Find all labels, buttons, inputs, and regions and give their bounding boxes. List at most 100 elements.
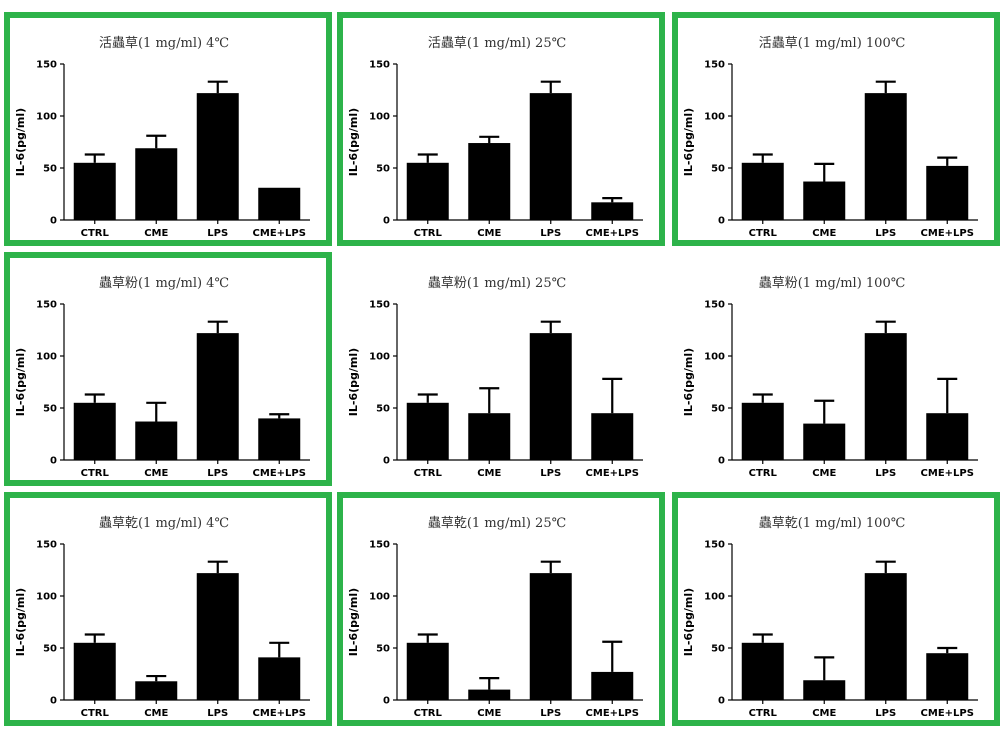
y-tick-label: 0 — [50, 456, 57, 467]
bar — [135, 148, 178, 220]
y-tick-label: 0 — [383, 216, 390, 227]
y-tick-label: 0 — [383, 696, 390, 707]
y-tick-label: 100 — [369, 352, 390, 363]
y-axis-label: IL-6(pg/ml) — [682, 348, 695, 416]
y-tick-label: 50 — [711, 404, 725, 415]
x-tick-label: CME+LPS — [921, 468, 974, 479]
y-tick-label: 50 — [376, 404, 390, 415]
y-tick-label: 150 — [704, 540, 725, 551]
y-tick-label: 50 — [43, 164, 57, 175]
x-tick-label: CTRL — [81, 228, 110, 239]
bar — [468, 143, 511, 220]
y-tick-label: 150 — [704, 60, 725, 71]
chart-title: 蟲草粉(1 mg/ml) 100℃ — [759, 276, 906, 291]
x-tick-label: CME — [144, 708, 168, 719]
y-tick-label: 100 — [704, 352, 725, 363]
bar — [864, 573, 907, 700]
chart-panel: 蟲草乾(1 mg/ml) 25℃ IL-6(pg/ml) 0 50 100 150 CTRL… — [337, 492, 665, 726]
y-tick-label: 50 — [43, 644, 57, 655]
y-tick-label: 100 — [36, 592, 57, 603]
bar — [741, 162, 784, 220]
bar — [135, 681, 178, 700]
chart-panel: 活蟲草(1 mg/ml) 100℃ IL-6(pg/ml) 0 50 100 150 CTR… — [672, 12, 1000, 246]
bar — [468, 689, 511, 700]
y-axis-label: IL-6(pg/ml) — [347, 588, 360, 656]
bar — [529, 333, 572, 460]
y-tick-label: 0 — [718, 216, 725, 227]
x-tick-label: CME+LPS — [586, 708, 639, 719]
chart-panel: 蟲草乾(1 mg/ml) 4℃ IL-6(pg/ml) 0 50 100 150 CTRL C… — [4, 492, 332, 726]
chart-svg: 活蟲草(1 mg/ml) 25℃ IL-6(pg/ml) 0 50 100 150 CTRL… — [347, 36, 643, 239]
chart-svg: 活蟲草(1 mg/ml) 4℃ IL-6(pg/ml) 0 50 100 150 CTRL C… — [14, 36, 310, 239]
chart-title: 活蟲草(1 mg/ml) 25℃ — [428, 36, 566, 51]
chart-title: 蟲草乾(1 mg/ml) 4℃ — [99, 516, 229, 531]
y-tick-label: 100 — [704, 112, 725, 123]
chart-svg: 蟲草粉(1 mg/ml) 25℃ IL-6(pg/ml) 0 50 100 150 CTRL… — [347, 276, 643, 479]
chart-panel: 蟲草粉(1 mg/ml) 4℃ IL-6(pg/ml) 0 50 100 150 CTRL C… — [4, 252, 332, 486]
chart-panel: 活蟲草(1 mg/ml) 25℃ IL-6(pg/ml) 0 50 100 150 CTRL… — [337, 12, 665, 246]
chart-panel: 蟲草粉(1 mg/ml) 100℃ IL-6(pg/ml) 0 50 100 150 CTR… — [672, 252, 1000, 486]
chart-title: 蟲草粉(1 mg/ml) 4℃ — [99, 276, 229, 291]
bar — [741, 642, 784, 700]
bar — [406, 402, 449, 460]
bar — [73, 162, 116, 220]
chart-title: 活蟲草(1 mg/ml) 4℃ — [99, 36, 229, 51]
bar — [406, 162, 449, 220]
bar — [196, 333, 239, 460]
bar — [591, 671, 634, 700]
bar — [73, 642, 116, 700]
bar — [258, 187, 301, 220]
chart-panel: 蟲草粉(1 mg/ml) 25℃ IL-6(pg/ml) 0 50 100 150 CTRL… — [337, 252, 665, 486]
x-tick-label: CTRL — [81, 468, 110, 479]
y-tick-label: 100 — [369, 592, 390, 603]
bar — [196, 93, 239, 220]
x-tick-label: LPS — [540, 228, 561, 239]
y-tick-label: 150 — [704, 300, 725, 311]
x-tick-label: CME — [477, 708, 501, 719]
bar — [741, 402, 784, 460]
x-tick-label: LPS — [540, 468, 561, 479]
x-tick-label: CME+LPS — [586, 228, 639, 239]
y-tick-label: 50 — [711, 644, 725, 655]
y-tick-label: 50 — [376, 164, 390, 175]
bar — [591, 202, 634, 220]
y-tick-label: 0 — [718, 696, 725, 707]
x-tick-label: LPS — [207, 708, 228, 719]
x-tick-label: LPS — [875, 468, 896, 479]
y-axis-label: IL-6(pg/ml) — [14, 588, 27, 656]
x-tick-label: LPS — [540, 708, 561, 719]
y-tick-label: 0 — [50, 696, 57, 707]
y-tick-label: 100 — [369, 112, 390, 123]
bar — [196, 573, 239, 700]
chart-svg: 蟲草乾(1 mg/ml) 4℃ IL-6(pg/ml) 0 50 100 150 CTRL C… — [14, 516, 310, 719]
chart-svg: 蟲草粉(1 mg/ml) 100℃ IL-6(pg/ml) 0 50 100 150 CTR… — [682, 276, 978, 479]
y-tick-label: 100 — [36, 352, 57, 363]
bar — [803, 181, 846, 220]
chart-title: 蟲草乾(1 mg/ml) 100℃ — [759, 516, 906, 531]
x-tick-label: CTRL — [749, 468, 778, 479]
bar — [529, 93, 572, 220]
x-tick-label: CME — [477, 228, 501, 239]
chart-panel: 活蟲草(1 mg/ml) 4℃ IL-6(pg/ml) 0 50 100 150 CTRL C… — [4, 12, 332, 246]
bar — [258, 418, 301, 460]
x-tick-label: CME — [812, 468, 836, 479]
y-tick-label: 150 — [369, 300, 390, 311]
x-tick-label: LPS — [875, 228, 896, 239]
bar — [926, 413, 969, 460]
bar — [591, 413, 634, 460]
y-tick-label: 50 — [43, 404, 57, 415]
bar — [406, 642, 449, 700]
x-tick-label: LPS — [875, 708, 896, 719]
y-tick-label: 0 — [718, 456, 725, 467]
bar — [864, 333, 907, 460]
x-tick-label: CME+LPS — [253, 228, 306, 239]
chart-title: 蟲草粉(1 mg/ml) 25℃ — [428, 276, 566, 291]
x-tick-label: CTRL — [749, 228, 778, 239]
bar — [468, 413, 511, 460]
x-tick-label: CME — [812, 228, 836, 239]
y-tick-label: 50 — [711, 164, 725, 175]
x-tick-label: CME — [144, 468, 168, 479]
y-tick-label: 150 — [369, 540, 390, 551]
chart-svg: 蟲草粉(1 mg/ml) 4℃ IL-6(pg/ml) 0 50 100 150 CTRL C… — [14, 276, 310, 479]
bar — [803, 423, 846, 460]
